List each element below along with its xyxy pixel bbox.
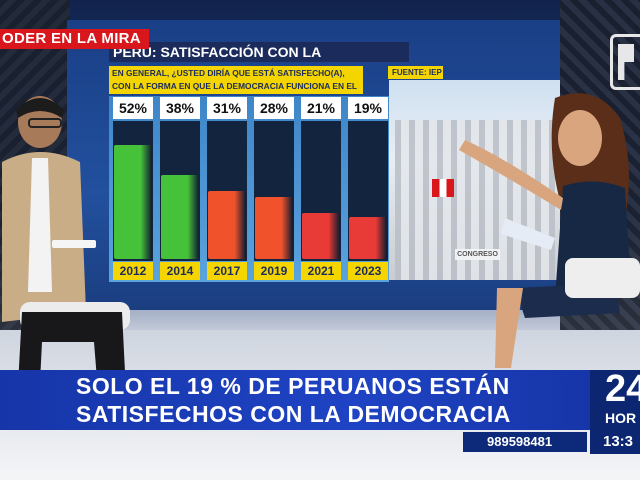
bar-value-label: 28% [254, 97, 294, 119]
bar-value-label: 31% [207, 97, 247, 119]
clock-time: 13:3 [603, 433, 634, 450]
year-label: 2021 [301, 262, 341, 280]
congreso-sign: CONGRESO [455, 249, 500, 260]
bar-value-label: 38% [160, 97, 200, 119]
year-label: 2014 [160, 262, 200, 280]
bar-2014 [161, 175, 199, 259]
clock-box [590, 370, 640, 454]
lower-third-banner [0, 370, 590, 430]
bar-value-label: 19% [348, 97, 388, 119]
headline-line-2: SATISFECHOS CON LA DEMOCRACIA [76, 401, 511, 427]
year-label: 2019 [254, 262, 294, 280]
program-tag: ODER EN LA MIRA [0, 29, 149, 49]
headline-line-1: SOLO EL 19 % DE PERUANOS ESTÁN [76, 373, 510, 399]
survey-question: EN GENERAL, ¿USTED DIRÍA QUE ESTÁ SATISF… [109, 66, 363, 104]
bar-2012 [114, 145, 152, 259]
peru-flag [432, 179, 454, 197]
screen-title: PERÚ: SATISFACCIÓN CON LA DEMOCRACIA [109, 42, 409, 80]
channel-24-logo: 24 [605, 368, 640, 410]
bar-value-label: 21% [301, 97, 341, 119]
source-label: FUENTE: IEP [388, 66, 443, 79]
bar-2021 [302, 213, 340, 259]
bar-2017 [208, 191, 246, 259]
horas-label: HOR [605, 410, 637, 426]
chart-background [109, 96, 389, 282]
year-label: 2023 [348, 262, 388, 280]
year-label: 2012 [113, 262, 153, 280]
bar-2023 [349, 217, 387, 259]
bar-value-label: 52% [113, 97, 153, 119]
year-label: 2017 [207, 262, 247, 280]
channel-logo [610, 34, 640, 90]
presenter-right [459, 93, 640, 368]
phone-number: 989598481 [463, 432, 587, 452]
presenter-left [2, 96, 130, 422]
headline: SOLO EL 19 % DE PERUANOS ESTÁN SATISFECH… [76, 372, 586, 428]
bar-2019 [255, 197, 293, 259]
